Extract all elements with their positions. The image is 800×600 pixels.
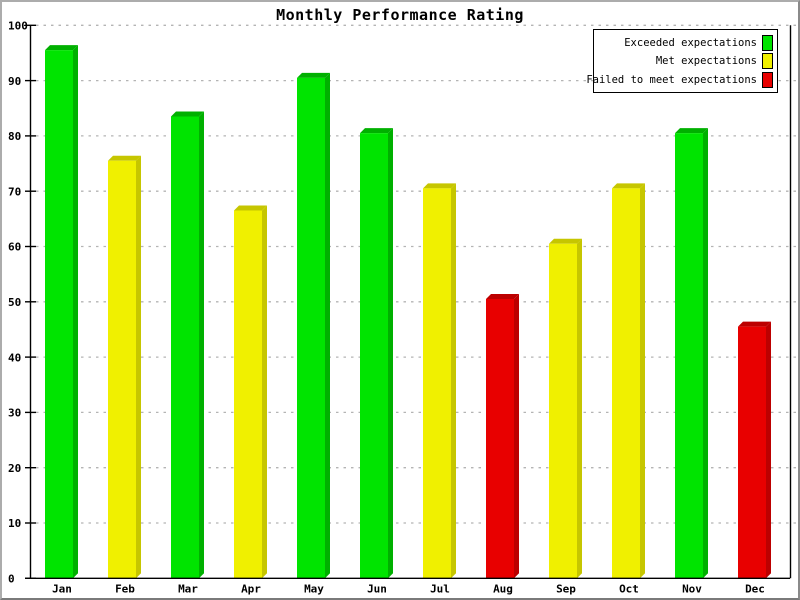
bar-top-face — [45, 45, 78, 51]
x-label-nov: Nov — [682, 583, 702, 596]
legend-swatch-exceeded — [762, 34, 773, 51]
bar-side-face — [136, 155, 141, 579]
legend-item: Failed to meet expectations — [586, 71, 773, 88]
bar-front-face — [612, 188, 640, 579]
y-tick-label-60: 60 — [8, 241, 21, 254]
bar-jun — [360, 128, 393, 579]
bar-front-face — [549, 243, 577, 579]
bar-may — [297, 72, 330, 579]
bar-top-face — [549, 238, 582, 244]
bar-side-face — [703, 128, 708, 579]
bar-side-face — [514, 294, 519, 579]
bar-top-face — [360, 128, 393, 134]
bar-front-face — [45, 50, 73, 579]
x-label-aug: Aug — [493, 583, 513, 596]
bar-side-face — [640, 183, 645, 579]
bar-side-face — [73, 45, 78, 579]
bar-side-face — [451, 183, 456, 579]
bar-mar — [171, 111, 204, 579]
bar-front-face — [486, 299, 514, 579]
bar-front-face — [297, 77, 325, 579]
y-tick-label-30: 30 — [8, 407, 21, 420]
bar-top-face — [297, 72, 330, 78]
x-label-may: May — [304, 583, 324, 596]
y-tick-label-40: 40 — [8, 351, 21, 364]
bar-feb — [108, 155, 141, 579]
bar-apr — [234, 205, 267, 579]
x-label-apr: Apr — [241, 583, 261, 596]
bar-front-face — [423, 188, 451, 579]
y-tick-label-70: 70 — [8, 185, 21, 198]
legend-item: Met expectations — [598, 53, 773, 69]
bar-side-face — [766, 321, 771, 579]
bar-jul — [423, 183, 456, 579]
bar-sep — [549, 238, 582, 579]
chart-title: Monthly Performance Rating — [276, 6, 524, 24]
x-label-dec: Dec — [745, 583, 765, 596]
bar-front-face — [108, 160, 136, 579]
bar-top-face — [423, 183, 456, 189]
bar-top-face — [486, 294, 519, 300]
y-tick-label-50: 50 — [8, 296, 21, 309]
bar-aug — [486, 294, 519, 579]
legend-item: Exceeded expectations — [598, 34, 773, 51]
bar-top-face — [612, 183, 645, 189]
x-label-jun: Jun — [367, 583, 387, 596]
bar-nov — [675, 128, 708, 579]
bar-front-face — [738, 326, 766, 579]
legend-label-met: Met expectations — [655, 55, 757, 67]
x-label-feb: Feb — [115, 583, 135, 596]
y-tick-label-20: 20 — [8, 462, 21, 475]
bar-side-face — [325, 72, 330, 579]
bar-jan — [45, 45, 78, 579]
bar-front-face — [360, 133, 388, 579]
legend-swatch-met — [762, 53, 773, 69]
x-label-jul: Jul — [430, 583, 450, 596]
legend: Exceeded expectations Met expectations F… — [586, 29, 778, 93]
x-label-oct: Oct — [619, 583, 639, 596]
x-label-sep: Sep — [556, 583, 576, 596]
y-tick-label-10: 10 — [8, 517, 21, 530]
bar-top-face — [738, 321, 771, 327]
y-tick-label-90: 90 — [8, 75, 21, 88]
y-tick-label-100: 100 — [8, 20, 28, 33]
bar-dec — [738, 321, 771, 579]
legend-label-exceeded: Exceeded expectations — [624, 36, 757, 49]
bar-front-face — [171, 116, 199, 579]
bar-front-face — [234, 210, 262, 579]
x-label-mar: Mar — [178, 583, 198, 596]
x-label-jan: Jan — [52, 583, 72, 596]
y-tick-label-0: 0 — [8, 573, 15, 586]
bar-top-face — [171, 111, 204, 117]
bar-side-face — [577, 238, 582, 579]
bar-oct — [612, 183, 645, 579]
bar-top-face — [675, 128, 708, 134]
bar-side-face — [388, 128, 393, 579]
y-tick-label-80: 80 — [8, 130, 21, 143]
bar-top-face — [234, 205, 267, 211]
bar-top-face — [108, 155, 141, 161]
bar-side-face — [199, 111, 204, 579]
bar-side-face — [262, 205, 267, 579]
bar-front-face — [675, 133, 703, 579]
legend-label-failed: Failed to meet expectations — [586, 73, 757, 86]
legend-swatch-failed — [762, 71, 773, 88]
